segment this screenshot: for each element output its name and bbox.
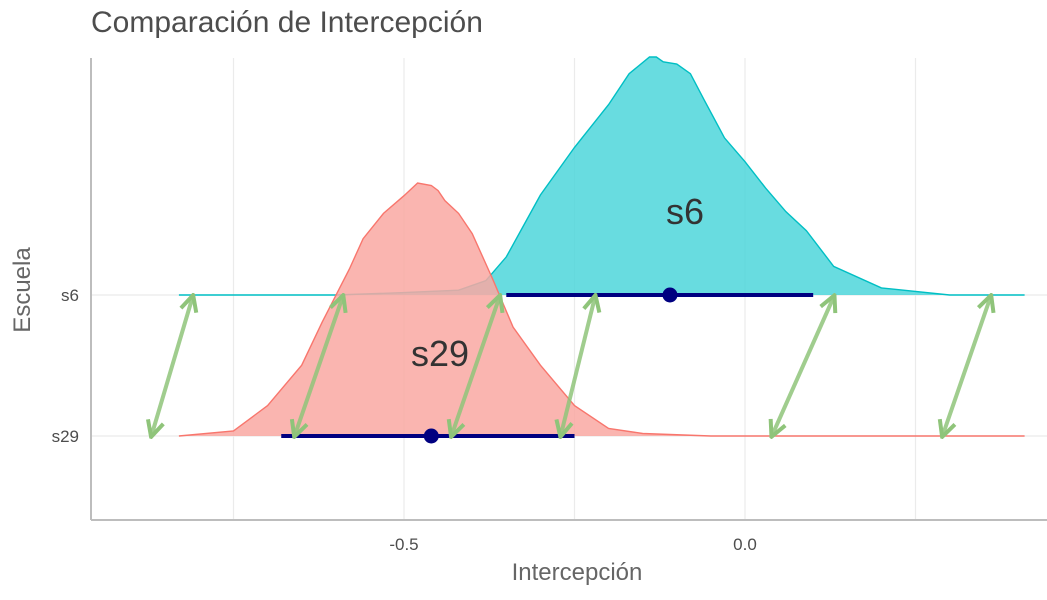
chart-title: Comparación de Intercepción — [91, 6, 483, 39]
arrow — [295, 297, 343, 435]
y-tick-label: s6 — [61, 286, 79, 305]
axes: -0.5 0.0 s29 s6 Intercepción Escuela — [9, 58, 1047, 586]
arrow — [152, 297, 193, 435]
density-layer — [178, 56, 1025, 437]
y-tick-label: s29 — [52, 427, 79, 446]
arrow-layer — [152, 297, 991, 435]
arrow — [772, 297, 833, 435]
x-tick-label: -0.5 — [389, 535, 418, 554]
x-axis-title: Intercepción — [512, 559, 643, 586]
arrow — [452, 297, 500, 435]
density-label-s29: s29 — [411, 333, 469, 374]
density-area-s6 — [178, 57, 1025, 295]
x-tick-label: 0.0 — [733, 535, 757, 554]
arrow — [943, 297, 991, 435]
point-estimate-s6 — [662, 287, 678, 303]
point-estimate-s29 — [423, 428, 439, 444]
density-area-s29 — [178, 183, 1025, 436]
density-label-s6: s6 — [666, 191, 704, 232]
arrow — [561, 297, 595, 435]
y-axis-title: Escuela — [9, 247, 36, 333]
label-layer: s6 s29 — [411, 191, 704, 374]
